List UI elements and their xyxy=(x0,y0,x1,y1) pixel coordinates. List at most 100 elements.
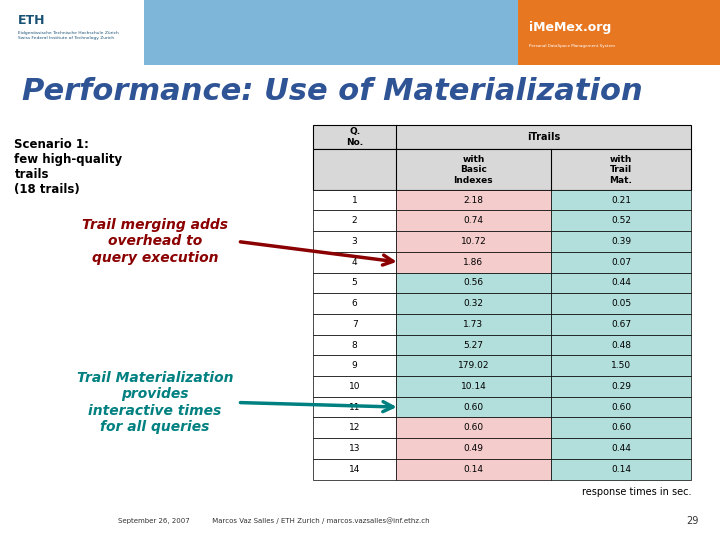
Bar xyxy=(313,397,396,417)
Bar xyxy=(551,231,691,252)
Bar xyxy=(313,252,396,273)
Text: 0.44: 0.44 xyxy=(611,279,631,287)
Bar xyxy=(396,459,551,480)
Text: 7: 7 xyxy=(352,320,357,329)
Text: 12: 12 xyxy=(349,423,360,433)
Bar xyxy=(313,355,396,376)
Text: iMeMex.org: iMeMex.org xyxy=(529,21,611,33)
Bar xyxy=(396,293,551,314)
Text: Performance: Use of Materialization: Performance: Use of Materialization xyxy=(22,77,642,106)
Bar xyxy=(313,438,396,459)
Bar xyxy=(313,459,396,480)
Text: Eidgenössische Technische Hochschule Zürich
Swiss Federal Institute of Technolog: Eidgenössische Technische Hochschule Zür… xyxy=(18,31,119,40)
Bar xyxy=(551,397,691,417)
Bar xyxy=(313,376,396,397)
Text: 13: 13 xyxy=(349,444,360,453)
Text: 1: 1 xyxy=(352,195,357,205)
Text: 0.05: 0.05 xyxy=(611,299,631,308)
Text: with
Trail
Mat.: with Trail Mat. xyxy=(610,154,632,185)
Bar xyxy=(144,0,518,65)
Text: 0.56: 0.56 xyxy=(464,279,483,287)
Bar xyxy=(313,231,396,252)
Text: 10.14: 10.14 xyxy=(461,382,486,391)
Bar xyxy=(396,252,551,273)
Text: 5.27: 5.27 xyxy=(464,341,483,349)
Bar xyxy=(396,355,551,376)
Bar xyxy=(313,314,396,335)
Text: 1.50: 1.50 xyxy=(611,361,631,370)
Text: response times in sec.: response times in sec. xyxy=(582,487,691,497)
Text: 1.86: 1.86 xyxy=(464,258,483,267)
Text: 0.49: 0.49 xyxy=(464,444,483,453)
Text: 0.29: 0.29 xyxy=(611,382,631,391)
Text: 0.44: 0.44 xyxy=(611,444,631,453)
Text: 0.74: 0.74 xyxy=(464,217,483,225)
Text: Trail Materialization
provides
interactive times
for all queries: Trail Materialization provides interacti… xyxy=(76,371,233,434)
Text: 179.02: 179.02 xyxy=(458,361,489,370)
Bar xyxy=(396,376,551,397)
Text: 4: 4 xyxy=(352,258,357,267)
Text: 0.32: 0.32 xyxy=(464,299,483,308)
Bar xyxy=(551,355,691,376)
Bar xyxy=(313,211,396,231)
Text: 0.60: 0.60 xyxy=(464,423,483,433)
Bar xyxy=(396,211,551,231)
Bar xyxy=(313,335,396,355)
Text: 8: 8 xyxy=(352,341,357,349)
Bar xyxy=(551,417,691,438)
Bar xyxy=(551,293,691,314)
Text: Scenario 1:
few high-quality
trails
(18 trails): Scenario 1: few high-quality trails (18 … xyxy=(14,138,122,196)
Text: 29: 29 xyxy=(686,516,698,526)
Text: 10.72: 10.72 xyxy=(461,237,486,246)
Bar xyxy=(396,190,551,211)
Text: 0.14: 0.14 xyxy=(611,465,631,474)
Text: 0.48: 0.48 xyxy=(611,341,631,349)
Text: Personal DataSpace Management System: Personal DataSpace Management System xyxy=(529,44,616,48)
Text: 1.73: 1.73 xyxy=(464,320,483,329)
Bar xyxy=(313,150,691,190)
Text: 0.60: 0.60 xyxy=(611,423,631,433)
Bar xyxy=(396,335,551,355)
Bar xyxy=(551,335,691,355)
Bar xyxy=(551,273,691,293)
Text: 11: 11 xyxy=(349,403,360,411)
Text: 6: 6 xyxy=(352,299,357,308)
Bar xyxy=(551,438,691,459)
Text: 0.14: 0.14 xyxy=(464,465,483,474)
Bar xyxy=(551,211,691,231)
Text: 0.60: 0.60 xyxy=(611,403,631,411)
Bar xyxy=(551,252,691,273)
Text: iTrails: iTrails xyxy=(527,132,560,142)
Text: 2: 2 xyxy=(352,217,357,225)
Bar xyxy=(396,438,551,459)
Text: ETH: ETH xyxy=(18,14,45,27)
Bar xyxy=(396,314,551,335)
Bar xyxy=(313,190,396,211)
Text: 0.52: 0.52 xyxy=(611,217,631,225)
Text: 5: 5 xyxy=(352,279,357,287)
Text: 0.07: 0.07 xyxy=(611,258,631,267)
Bar xyxy=(551,190,691,211)
Text: Q.
No.: Q. No. xyxy=(346,127,363,147)
Text: 14: 14 xyxy=(349,465,360,474)
Bar xyxy=(551,314,691,335)
Bar xyxy=(396,417,551,438)
Text: 0.39: 0.39 xyxy=(611,237,631,246)
Bar xyxy=(313,417,396,438)
Text: September 26, 2007          Marcos Vaz Salles / ETH Zurich / marcos.vazsalles@in: September 26, 2007 Marcos Vaz Salles / E… xyxy=(118,518,429,524)
Bar xyxy=(551,459,691,480)
Text: 0.67: 0.67 xyxy=(611,320,631,329)
Text: with
Basic
Indexes: with Basic Indexes xyxy=(454,154,493,185)
Text: 0.60: 0.60 xyxy=(464,403,483,411)
Text: 3: 3 xyxy=(352,237,357,246)
Bar xyxy=(551,376,691,397)
Text: 0.21: 0.21 xyxy=(611,195,631,205)
Bar xyxy=(396,397,551,417)
Text: Trail merging adds
overhead to
query execution: Trail merging adds overhead to query exe… xyxy=(82,218,228,265)
Bar xyxy=(313,273,396,293)
Bar xyxy=(518,0,720,65)
Bar xyxy=(396,273,551,293)
Text: 2.18: 2.18 xyxy=(464,195,483,205)
Text: 10: 10 xyxy=(349,382,360,391)
Bar xyxy=(313,125,691,150)
